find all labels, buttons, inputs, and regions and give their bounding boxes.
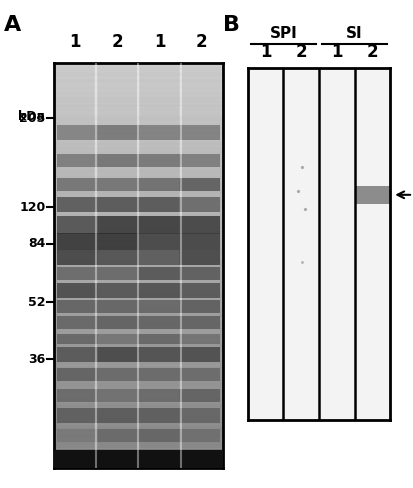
Text: 120: 120 xyxy=(19,201,45,214)
Point xyxy=(299,163,305,171)
Text: SPI: SPI xyxy=(270,26,297,41)
Text: kDa: kDa xyxy=(19,110,45,122)
Point xyxy=(294,187,301,195)
Text: 1: 1 xyxy=(69,33,81,51)
Text: 36: 36 xyxy=(28,353,45,366)
Text: 1: 1 xyxy=(331,43,343,61)
Text: A: A xyxy=(4,15,21,35)
Point xyxy=(301,205,308,213)
Text: 205: 205 xyxy=(19,112,45,124)
Text: B: B xyxy=(223,15,240,35)
Text: 52: 52 xyxy=(28,296,45,309)
Text: 2: 2 xyxy=(295,43,307,61)
Text: SI: SI xyxy=(347,26,363,41)
Bar xyxy=(54,450,223,468)
Text: 1: 1 xyxy=(260,43,271,61)
Point xyxy=(299,258,305,265)
Text: 2: 2 xyxy=(367,43,378,61)
Text: 1: 1 xyxy=(154,33,165,51)
Text: 2: 2 xyxy=(112,33,123,51)
Text: 84: 84 xyxy=(28,237,45,250)
Text: 2: 2 xyxy=(196,33,208,51)
